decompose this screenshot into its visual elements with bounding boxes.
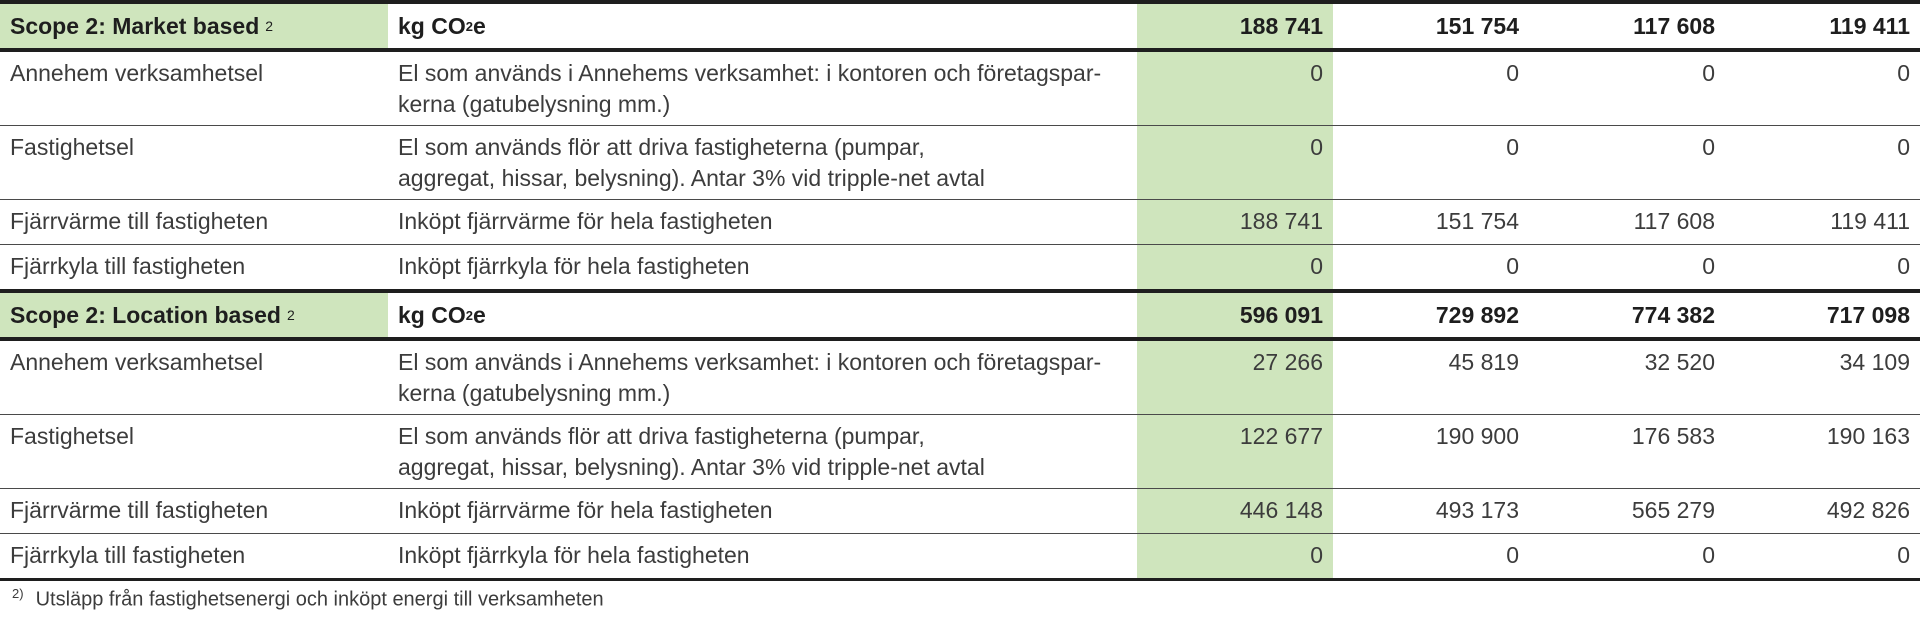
row-name: Fjärrkyla till fastigheten bbox=[10, 253, 246, 279]
total-value: 774 382 bbox=[1631, 301, 1715, 328]
row-description: Inköpt fjärrvärme för hela fastigheten bbox=[398, 208, 773, 234]
section-title: Scope 2: Location based 2 bbox=[0, 293, 388, 337]
row-value: 0 bbox=[1702, 60, 1715, 86]
table-row: Annehem verksamhetsel El som används i A… bbox=[0, 52, 1920, 126]
row-value: 0 bbox=[1137, 245, 1333, 289]
row-name: Fjärrvärme till fastigheten bbox=[10, 497, 269, 523]
row-value: 45 819 bbox=[1448, 349, 1519, 375]
row-description: Inköpt fjärrkyla för hela fastigheten bbox=[398, 253, 750, 279]
row-description: El som används flör att driva fastighete… bbox=[398, 423, 985, 480]
footnote-text: Utsläpp från fastighetsenergi och inköpt… bbox=[35, 588, 604, 611]
section-header-location-based: Scope 2: Location based 2 kg CO 2 e 596 091… bbox=[0, 289, 1920, 341]
row-value: 0 bbox=[1506, 542, 1519, 568]
row-value: 493 173 bbox=[1435, 497, 1519, 523]
row-value: 0 bbox=[1137, 52, 1333, 125]
table-row: Fjärrkyla till fastigheten Inköpt fjärrk… bbox=[0, 245, 1920, 289]
row-description: Inköpt fjärrvärme för hela fastigheten bbox=[398, 497, 773, 523]
row-name: Annehem verksamhetsel bbox=[10, 349, 264, 375]
row-description: El som används i Annehems verksamhet: i … bbox=[398, 349, 1102, 406]
row-name: Fjärrvärme till fastigheten bbox=[10, 208, 269, 234]
total-value: 119 411 bbox=[1829, 12, 1910, 39]
row-value: 0 bbox=[1506, 60, 1519, 86]
row-description: El som används i Annehems verksamhet: i … bbox=[398, 60, 1102, 117]
row-value: 151 754 bbox=[1435, 208, 1519, 234]
row-value: 190 900 bbox=[1435, 423, 1519, 449]
row-name: Annehem verksamhetsel bbox=[10, 60, 264, 86]
row-description: El som används flör att driva fastighete… bbox=[398, 134, 985, 191]
row-value: 492 826 bbox=[1826, 497, 1910, 523]
total-value: 717 098 bbox=[1826, 301, 1910, 328]
unit-label: kg CO 2 e bbox=[398, 12, 486, 39]
row-value: 0 bbox=[1137, 534, 1333, 578]
row-value: 188 741 bbox=[1137, 200, 1333, 244]
footnote: 2) Utsläpp från fastighetsenergi och inkö… bbox=[12, 586, 604, 612]
total-value: 151 754 bbox=[1435, 12, 1519, 39]
row-name: Fjärrkyla till fastigheten bbox=[10, 542, 246, 568]
row-value: 32 520 bbox=[1644, 349, 1715, 375]
row-value: 0 bbox=[1702, 253, 1715, 279]
table-row: Fastighetsel El som används flör att dri… bbox=[0, 126, 1920, 200]
emissions-table: Scope 2: Market based 2 kg CO 2 e 188 741 1… bbox=[0, 0, 1920, 581]
table-row: Fjärrvärme till fastigheten Inköpt fjärr… bbox=[0, 489, 1920, 534]
row-value: 0 bbox=[1897, 253, 1910, 279]
row-value: 117 608 bbox=[1633, 208, 1715, 234]
table-row: Fjärrkyla till fastigheten Inköpt fjärrk… bbox=[0, 534, 1920, 581]
row-name: Fastighetsel bbox=[10, 134, 135, 160]
section-title: Scope 2: Market based 2 bbox=[0, 4, 388, 48]
total-value: 596 091 bbox=[1137, 293, 1333, 337]
total-value: 729 892 bbox=[1435, 301, 1519, 328]
row-value: 0 bbox=[1897, 542, 1910, 568]
table-row: Fastighetsel El som används flör att dri… bbox=[0, 415, 1920, 489]
row-value: 0 bbox=[1702, 542, 1715, 568]
row-value: 0 bbox=[1137, 126, 1333, 199]
row-name: Fastighetsel bbox=[10, 423, 135, 449]
row-value: 446 148 bbox=[1137, 489, 1333, 533]
row-description: Inköpt fjärrkyla för hela fastigheten bbox=[398, 542, 750, 568]
row-value: 565 279 bbox=[1631, 497, 1715, 523]
table-row: Annehem verksamhetsel El som används i A… bbox=[0, 341, 1920, 415]
row-value: 119 411 bbox=[1830, 208, 1910, 234]
row-value: 176 583 bbox=[1631, 423, 1715, 449]
table-row: Fjärrvärme till fastigheten Inköpt fjärr… bbox=[0, 200, 1920, 245]
section-header-market-based: Scope 2: Market based 2 kg CO 2 e 188 741 1… bbox=[0, 0, 1920, 52]
row-value: 122 677 bbox=[1137, 415, 1333, 488]
total-value: 117 608 bbox=[1633, 12, 1715, 39]
row-value: 27 266 bbox=[1137, 341, 1333, 414]
row-value: 0 bbox=[1897, 60, 1910, 86]
unit-label: kg CO 2 e bbox=[398, 301, 486, 328]
row-value: 190 163 bbox=[1826, 423, 1910, 449]
total-value: 188 741 bbox=[1137, 4, 1333, 48]
row-value: 0 bbox=[1702, 134, 1715, 160]
row-value: 0 bbox=[1897, 134, 1910, 160]
row-value: 0 bbox=[1506, 253, 1519, 279]
row-value: 34 109 bbox=[1839, 349, 1910, 375]
row-value: 0 bbox=[1506, 134, 1519, 160]
footnote-mark: 2) bbox=[12, 586, 24, 601]
